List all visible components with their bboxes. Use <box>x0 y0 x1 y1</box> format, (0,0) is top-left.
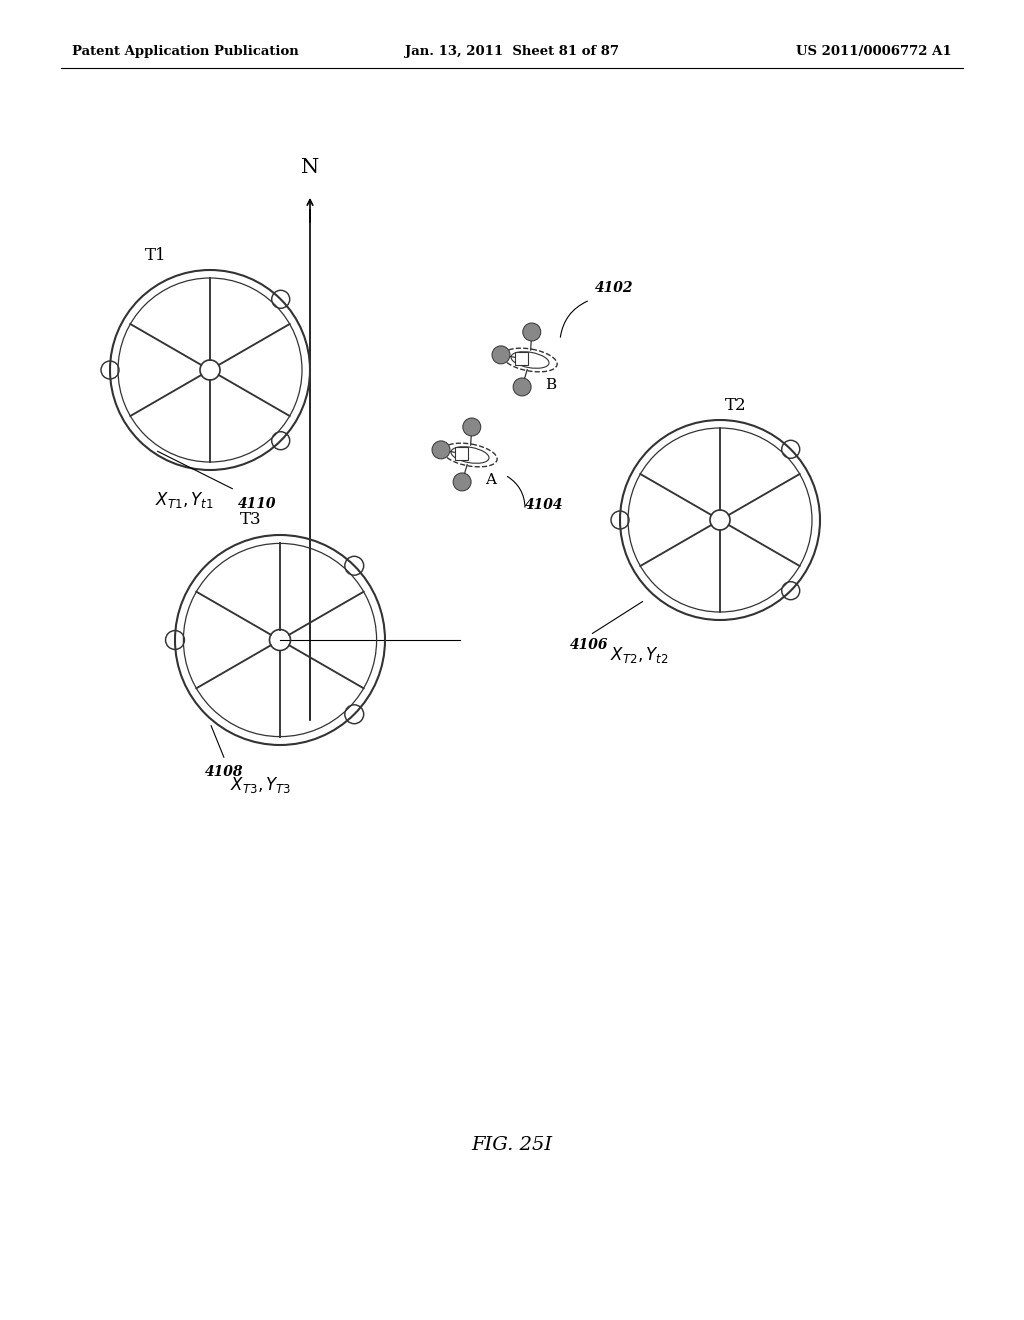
Text: FIG. 25I: FIG. 25I <box>471 1137 553 1154</box>
Text: T3: T3 <box>240 511 261 528</box>
Text: N: N <box>301 158 319 177</box>
Text: 4110: 4110 <box>238 498 276 511</box>
Text: $X_{T2}, Y_{t2}$: $X_{T2}, Y_{t2}$ <box>610 645 669 665</box>
FancyBboxPatch shape <box>456 447 468 461</box>
Text: 4102: 4102 <box>595 281 634 294</box>
Circle shape <box>523 323 541 341</box>
Text: Jan. 13, 2011  Sheet 81 of 87: Jan. 13, 2011 Sheet 81 of 87 <box>406 45 618 58</box>
Circle shape <box>453 473 471 491</box>
Text: Patent Application Publication: Patent Application Publication <box>72 45 299 58</box>
Text: T2: T2 <box>725 396 746 413</box>
Text: US 2011/0006772 A1: US 2011/0006772 A1 <box>797 45 952 58</box>
Circle shape <box>492 346 510 364</box>
Text: T1: T1 <box>145 247 167 264</box>
Text: $X_{T3}, Y_{T3}$: $X_{T3}, Y_{T3}$ <box>230 775 292 795</box>
FancyBboxPatch shape <box>515 352 528 366</box>
Text: $X_{T1}, Y_{t1}$: $X_{T1}, Y_{t1}$ <box>155 490 214 510</box>
Circle shape <box>432 441 450 459</box>
Text: 4104: 4104 <box>525 498 563 512</box>
Circle shape <box>513 378 531 396</box>
Circle shape <box>463 418 481 436</box>
Text: B: B <box>545 378 556 392</box>
Text: 4106: 4106 <box>570 638 608 652</box>
Text: A: A <box>485 473 496 487</box>
Text: 4108: 4108 <box>205 766 244 779</box>
